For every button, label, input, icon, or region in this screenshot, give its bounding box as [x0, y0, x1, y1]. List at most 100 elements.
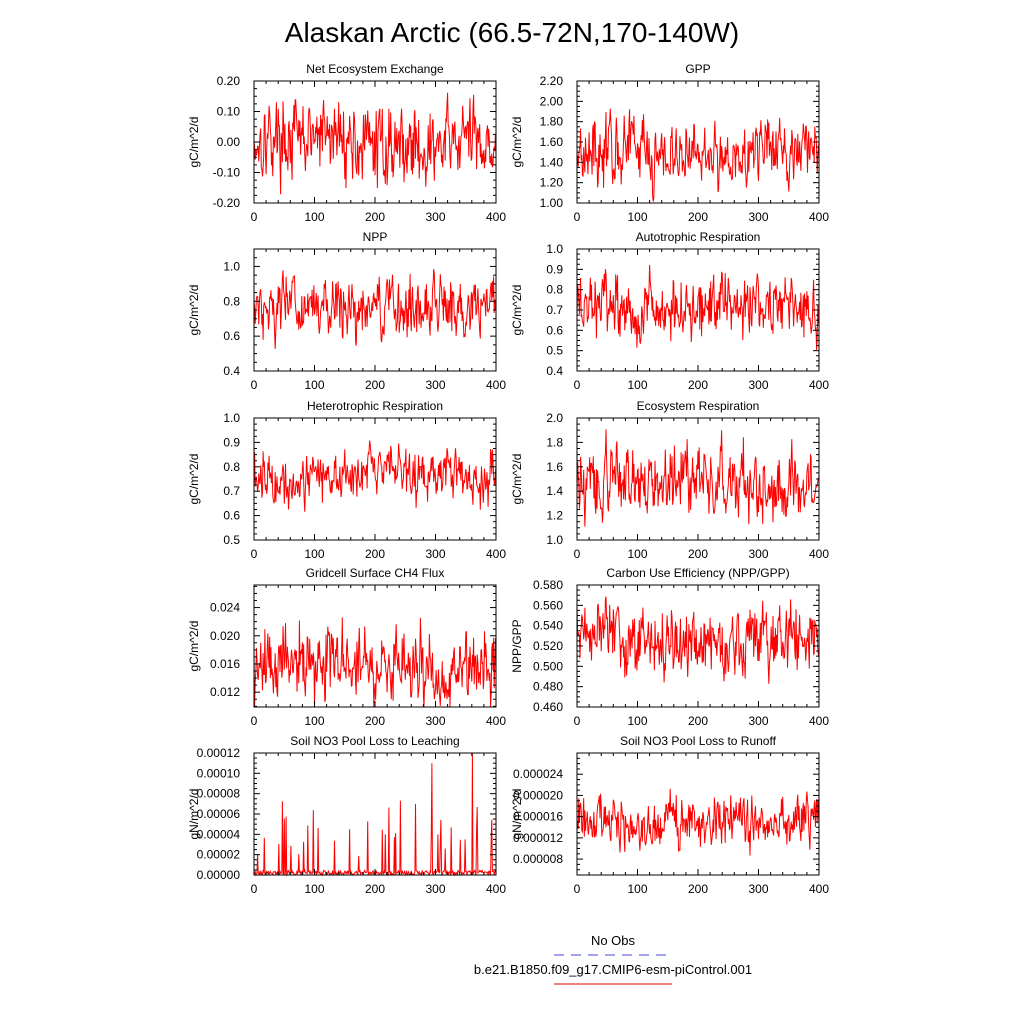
y-tick-label: 0.00006 — [197, 807, 241, 821]
y-tick-label: 0.00002 — [197, 848, 241, 862]
y-axis-label: gN/m^2/d — [187, 789, 201, 840]
x-tick-label: 0 — [251, 714, 258, 728]
y-tick-label: 0.5 — [223, 533, 240, 547]
data-series-line — [576, 429, 820, 527]
y-tick-label: 0.500 — [533, 659, 563, 673]
x-tick-label: 200 — [688, 547, 708, 561]
x-tick-label: 300 — [748, 378, 768, 392]
x-tick-label: 200 — [365, 882, 385, 896]
data-series-line — [253, 92, 497, 195]
y-tick-label: -0.10 — [213, 166, 241, 180]
x-tick-label: 0 — [251, 210, 258, 224]
y-axis-label: gC/m^2/d — [187, 285, 201, 336]
y-tick-label: 0.000016 — [513, 810, 563, 824]
data-series-line — [253, 268, 497, 350]
panel-npp: NPP gC/m^2/d 0 100 200 300 400 0.4 0.6 0.8 1.0 — [187, 230, 506, 392]
y-axis-label: gC/m^2/d — [187, 621, 201, 672]
y-tick-label: 0.000008 — [513, 852, 563, 866]
x-tick-label: 100 — [627, 714, 647, 728]
plot-frame — [253, 248, 497, 372]
x-tick-label: 100 — [627, 882, 647, 896]
y-tick-label: 2.00 — [540, 94, 564, 108]
panel-title: NPP — [363, 230, 388, 244]
data-series-line — [576, 788, 820, 856]
panel-grid: Net Ecosystem Exchange gC/m^2/d 0 100 200 300… — [187, 62, 829, 896]
y-tick-label: 0.024 — [210, 601, 240, 615]
x-tick-label: 300 — [425, 547, 445, 561]
panel-gridcell-surface-ch4-flux: Gridcell Surface CH4 Flux gC/m^2/d 0 100 200… — [187, 566, 506, 728]
y-tick-label: 0.4 — [223, 364, 240, 378]
x-tick-label: 100 — [627, 547, 647, 561]
y-axis-label: gN/m^2/d — [510, 789, 524, 840]
x-tick-label: 100 — [627, 378, 647, 392]
y-tick-label: 0.00004 — [197, 827, 241, 841]
y-tick-label: 0.016 — [210, 657, 240, 671]
y-tick-label: 0.8 — [223, 294, 240, 308]
y-tick-label: 0.6 — [546, 323, 563, 337]
x-tick-label: 100 — [304, 547, 324, 561]
x-tick-label: 100 — [304, 714, 324, 728]
panel-title: Soil NO3 Pool Loss to Runoff — [620, 734, 777, 748]
y-tick-label: 1.20 — [540, 176, 564, 190]
y-tick-label: 1.80 — [540, 115, 564, 129]
x-tick-label: 300 — [748, 882, 768, 896]
panel-title: Net Ecosystem Exchange — [306, 62, 444, 76]
x-tick-label: 300 — [425, 210, 445, 224]
x-tick-label: 300 — [425, 882, 445, 896]
y-tick-label: 0.580 — [533, 578, 563, 592]
y-tick-label: 0.00008 — [197, 787, 241, 801]
y-tick-label: 1.0 — [223, 259, 240, 273]
data-series-line — [253, 440, 497, 512]
x-tick-label: 300 — [425, 378, 445, 392]
x-tick-label: 400 — [809, 547, 829, 561]
y-tick-label: 0.540 — [533, 619, 563, 633]
x-tick-label: 100 — [304, 378, 324, 392]
y-tick-label: 0.560 — [533, 598, 563, 612]
panel-title: Carbon Use Efficiency (NPP/GPP) — [606, 566, 789, 580]
panel-title: Soil NO3 Pool Loss to Leaching — [290, 734, 459, 748]
x-tick-label: 200 — [688, 378, 708, 392]
x-tick-label: 400 — [486, 210, 506, 224]
x-tick-label: 0 — [251, 882, 258, 896]
x-tick-label: 300 — [748, 210, 768, 224]
y-tick-label: 2.0 — [546, 411, 563, 425]
y-tick-label: 0.000024 — [513, 767, 563, 781]
y-tick-label: 0.00000 — [197, 868, 241, 882]
x-tick-label: 400 — [486, 378, 506, 392]
x-tick-label: 300 — [748, 714, 768, 728]
data-series-line — [576, 596, 820, 684]
y-tick-label: 0.00 — [217, 135, 241, 149]
x-tick-label: 0 — [574, 547, 581, 561]
y-tick-label: 0.9 — [546, 262, 563, 276]
y-tick-label: 1.2 — [546, 509, 563, 523]
x-tick-label: 200 — [365, 547, 385, 561]
y-axis-label: gC/m^2/d — [187, 454, 201, 505]
y-tick-label: 0.012 — [210, 685, 240, 699]
legend: No Obs b.e21.B1850.f09_g17.CMIP6-esm-piC… — [474, 933, 752, 985]
x-tick-label: 200 — [365, 378, 385, 392]
panel-title: GPP — [685, 62, 710, 76]
x-tick-label: 0 — [251, 378, 258, 392]
x-tick-label: 400 — [486, 547, 506, 561]
x-tick-label: 0 — [251, 547, 258, 561]
x-tick-label: 0 — [574, 378, 581, 392]
panel-title: Heterotrophic Respiration — [307, 399, 443, 413]
panel-title: Autotrophic Respiration — [636, 230, 761, 244]
y-axis-label: gC/m^2/d — [510, 454, 524, 505]
y-tick-label: 2.20 — [540, 74, 564, 88]
legend-label-model: b.e21.B1850.f09_g17.CMIP6-esm-piControl.… — [474, 962, 752, 977]
x-tick-label: 200 — [688, 210, 708, 224]
x-tick-label: 200 — [365, 714, 385, 728]
y-axis-label: gC/m^2/d — [187, 117, 201, 168]
y-tick-label: 0.6 — [223, 329, 240, 343]
x-tick-label: 400 — [809, 882, 829, 896]
y-tick-label: 1.60 — [540, 135, 564, 149]
y-tick-label: 1.0 — [223, 411, 240, 425]
y-tick-label: 0.4 — [546, 364, 563, 378]
x-tick-label: 200 — [688, 714, 708, 728]
y-tick-label: 0.000012 — [513, 831, 563, 845]
y-tick-label: -0.20 — [213, 196, 241, 210]
y-tick-label: 1.6 — [546, 460, 563, 474]
figure-title: Alaskan Arctic (66.5-72N,170-140W) — [285, 17, 739, 48]
